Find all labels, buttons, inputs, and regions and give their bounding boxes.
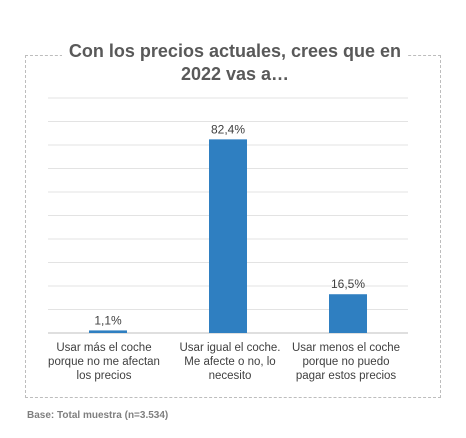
data-label-usar-mas: 1,1% xyxy=(94,313,122,327)
category-label-usar-mas: Usar más el coche porque no me afectan l… xyxy=(48,342,160,382)
data-label-usar-menos: 16,5% xyxy=(331,277,365,291)
category-label-usar-menos: Usar menos el coche porque no puedo paga… xyxy=(291,342,401,382)
bar-usar-igual xyxy=(209,139,247,333)
bar-usar-mas xyxy=(89,330,127,333)
data-label-usar-igual: 82,4% xyxy=(211,122,245,136)
category-label-usar-igual: Usar igual el coche. Me afecte o no, lo … xyxy=(179,342,281,382)
chart-title: Con los precios actuales, crees que en 2… xyxy=(62,40,408,86)
bar-usar-menos xyxy=(329,294,367,333)
base-note: Base: Total muestra (n=3.534) xyxy=(27,410,169,421)
